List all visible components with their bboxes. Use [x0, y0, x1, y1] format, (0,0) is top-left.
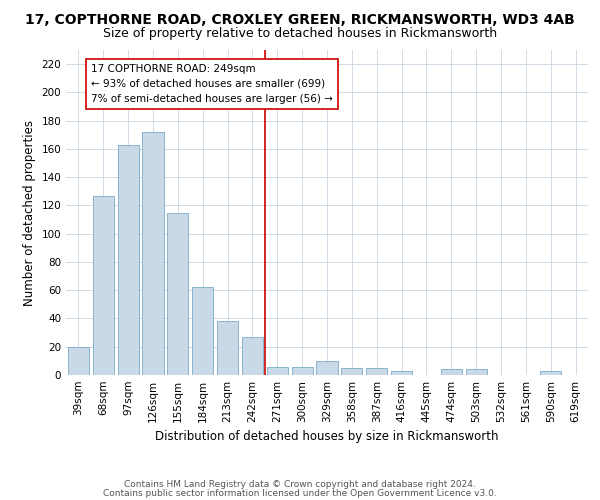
Text: 17 COPTHORNE ROAD: 249sqm
← 93% of detached houses are smaller (699)
7% of semi-: 17 COPTHORNE ROAD: 249sqm ← 93% of detac… — [91, 64, 333, 104]
Y-axis label: Number of detached properties: Number of detached properties — [23, 120, 36, 306]
X-axis label: Distribution of detached houses by size in Rickmansworth: Distribution of detached houses by size … — [155, 430, 499, 444]
Bar — [292, 366, 313, 375]
Bar — [192, 288, 213, 375]
Bar — [93, 196, 114, 375]
Text: Size of property relative to detached houses in Rickmansworth: Size of property relative to detached ho… — [103, 28, 497, 40]
Text: 17, COPTHORNE ROAD, CROXLEY GREEN, RICKMANSWORTH, WD3 4AB: 17, COPTHORNE ROAD, CROXLEY GREEN, RICKM… — [25, 12, 575, 26]
Bar — [316, 361, 338, 375]
Bar — [217, 322, 238, 375]
Bar — [242, 337, 263, 375]
Text: Contains public sector information licensed under the Open Government Licence v3: Contains public sector information licen… — [103, 488, 497, 498]
Bar — [391, 371, 412, 375]
Bar — [441, 370, 462, 375]
Bar — [167, 212, 188, 375]
Bar — [142, 132, 164, 375]
Bar — [366, 368, 387, 375]
Text: Contains HM Land Registry data © Crown copyright and database right 2024.: Contains HM Land Registry data © Crown c… — [124, 480, 476, 489]
Bar — [267, 366, 288, 375]
Bar — [466, 370, 487, 375]
Bar — [540, 371, 561, 375]
Bar — [68, 346, 89, 375]
Bar — [341, 368, 362, 375]
Bar — [118, 144, 139, 375]
